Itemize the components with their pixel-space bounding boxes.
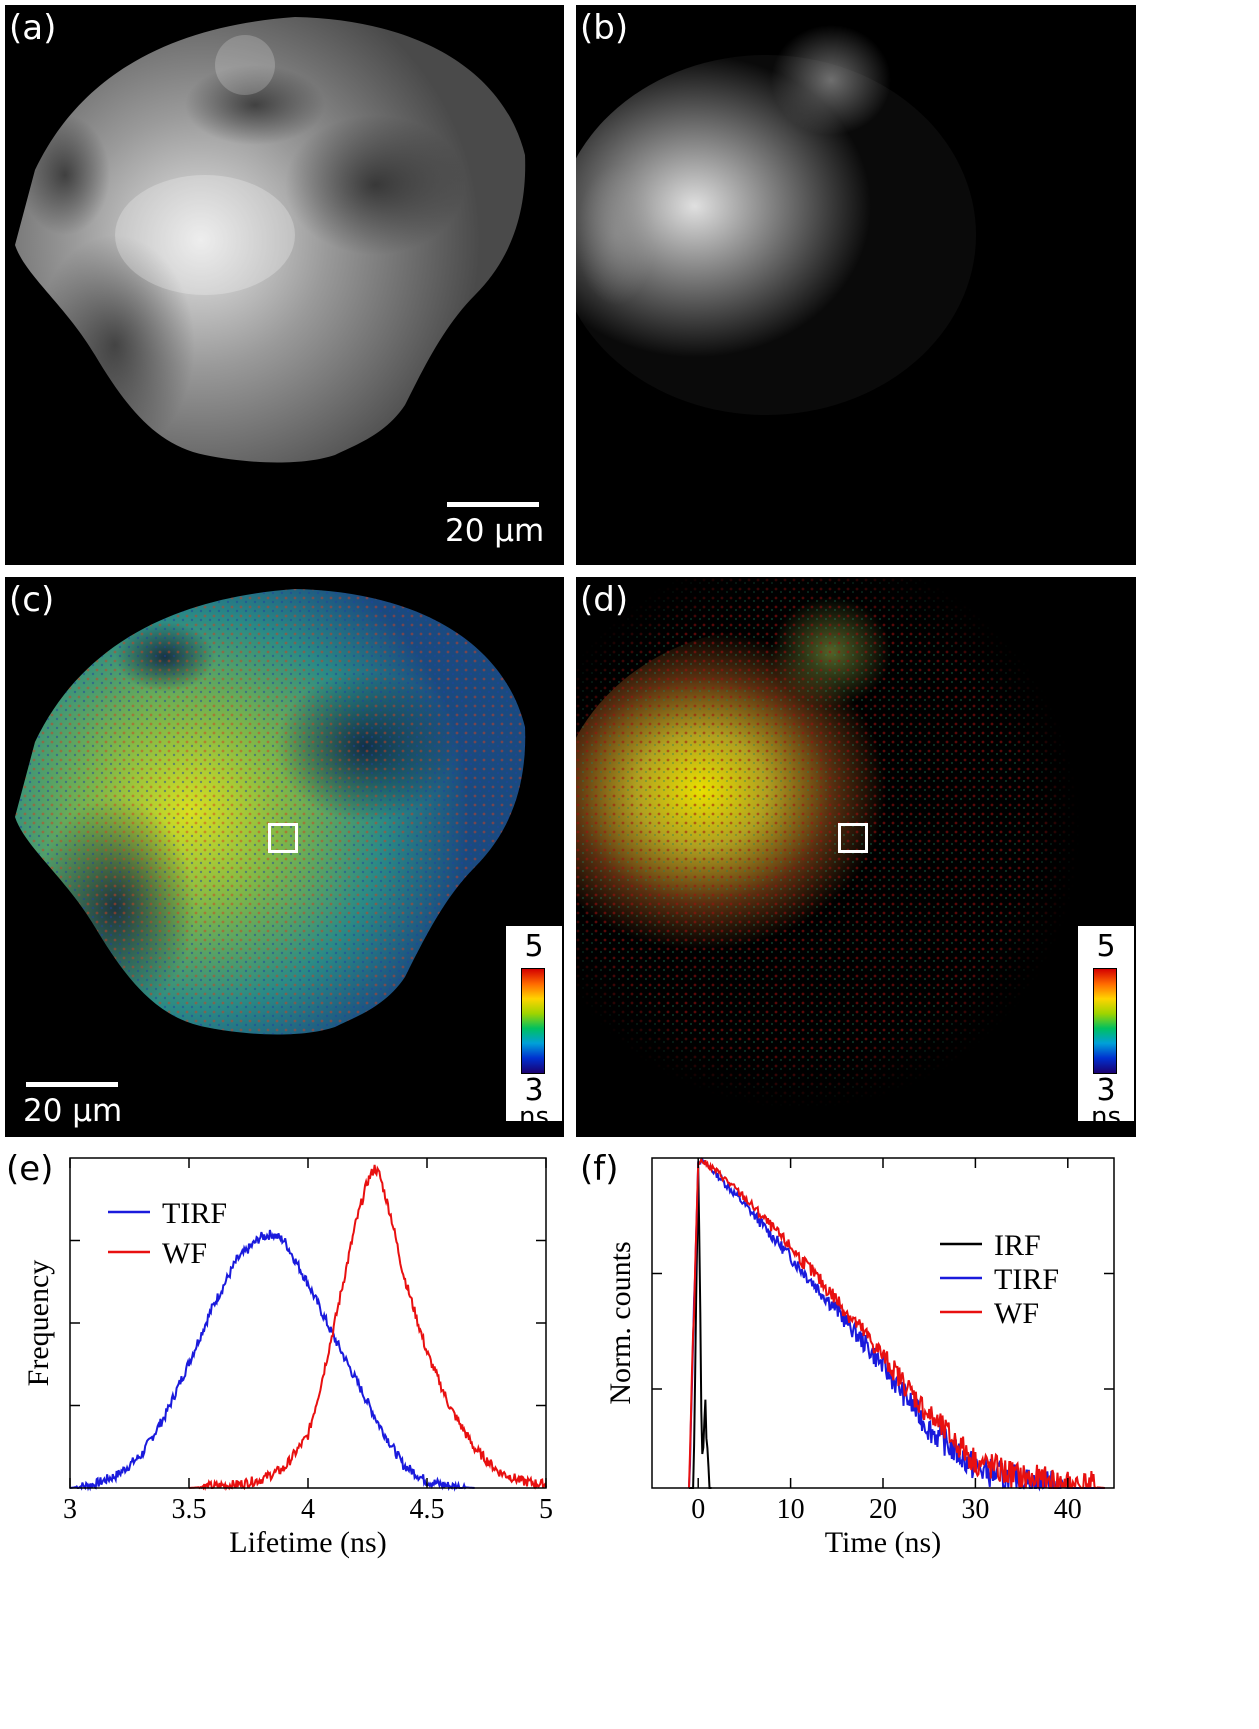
panel-a-tirf-intensity-image: (a) 20 μm bbox=[5, 5, 564, 565]
panel-b-wf-intensity-image: (b) bbox=[576, 5, 1136, 565]
x-tick-label: 30 bbox=[961, 1494, 989, 1525]
y-axis-label: Norm. counts bbox=[604, 1241, 637, 1404]
legend-label-irf: IRF bbox=[994, 1229, 1041, 1262]
colorbar-gradient bbox=[521, 968, 545, 1074]
x-tick-label: 10 bbox=[777, 1494, 805, 1525]
x-tick-label: 4.5 bbox=[410, 1494, 445, 1525]
scale-bar-label: 20 μm bbox=[23, 1093, 123, 1129]
series-line-irf bbox=[689, 1166, 712, 1489]
colorbar-max: 5 bbox=[1096, 929, 1116, 964]
colorbar-unit: ns bbox=[1090, 1102, 1122, 1132]
x-axis-label: Time (ns) bbox=[825, 1526, 941, 1559]
lifetime-colorbar: 5 3 ns bbox=[1078, 926, 1134, 1130]
panel-d-wf-lifetime-image: (d) 5 3 ns bbox=[576, 577, 1136, 1137]
series-line-tirf bbox=[69, 1229, 475, 1492]
x-tick-label: 5 bbox=[539, 1494, 553, 1525]
legend-label-wf: WF bbox=[994, 1297, 1039, 1330]
legend-label-tirf: TIRF bbox=[994, 1263, 1059, 1296]
panel-label: (c) bbox=[9, 580, 55, 620]
x-tick-label: 0 bbox=[691, 1494, 705, 1525]
plot-frame bbox=[651, 1157, 1115, 1489]
panel-label-f: (f) bbox=[580, 1149, 619, 1189]
series-line-wf bbox=[188, 1164, 547, 1492]
x-tick-label: 4 bbox=[301, 1494, 315, 1525]
legend-label-wf: WF bbox=[162, 1237, 207, 1270]
colorbar-unit: ns bbox=[518, 1102, 550, 1132]
x-tick-label: 20 bbox=[869, 1494, 897, 1525]
colorbar-min: 3 bbox=[524, 1073, 544, 1108]
y-axis-label: Frequency bbox=[22, 1260, 55, 1387]
panel-b-image bbox=[576, 5, 1136, 565]
panel-label: (b) bbox=[580, 8, 629, 48]
series-line-tirf bbox=[688, 1157, 1105, 1492]
panel-d-image bbox=[576, 577, 1136, 1137]
scale-bar-label: 20 μm bbox=[445, 513, 545, 549]
series-line-wf bbox=[688, 1157, 1105, 1489]
panel-c-image bbox=[5, 577, 564, 1137]
x-axis-label: Lifetime (ns) bbox=[229, 1526, 386, 1559]
x-tick-label: 3 bbox=[63, 1494, 77, 1525]
panel-a-image bbox=[5, 5, 564, 565]
scale-bar bbox=[447, 502, 539, 507]
scale-bar bbox=[26, 1082, 118, 1087]
x-tick-label: 3.5 bbox=[172, 1494, 207, 1525]
colorbar-min: 3 bbox=[1096, 1073, 1116, 1108]
roi-square bbox=[268, 823, 298, 853]
lifetime-histogram-chart: 3 3.5 4 4.5 5 Lifetime (ns) Frequency TIRF WF bbox=[22, 1157, 553, 1559]
panel-label: (d) bbox=[580, 580, 629, 620]
panel-label: (a) bbox=[9, 8, 57, 48]
panel-label-e: (e) bbox=[6, 1149, 54, 1189]
roi-square bbox=[838, 823, 868, 853]
panel-c-tirf-lifetime-image: (c) 5 3 ns 20 μm bbox=[5, 577, 564, 1137]
lifetime-colorbar: 5 3 ns bbox=[506, 926, 562, 1130]
legend-label-tirf: TIRF bbox=[162, 1197, 227, 1230]
colorbar-max: 5 bbox=[524, 929, 544, 964]
colorbar-gradient bbox=[1093, 968, 1117, 1074]
x-tick-label: 40 bbox=[1054, 1494, 1082, 1525]
